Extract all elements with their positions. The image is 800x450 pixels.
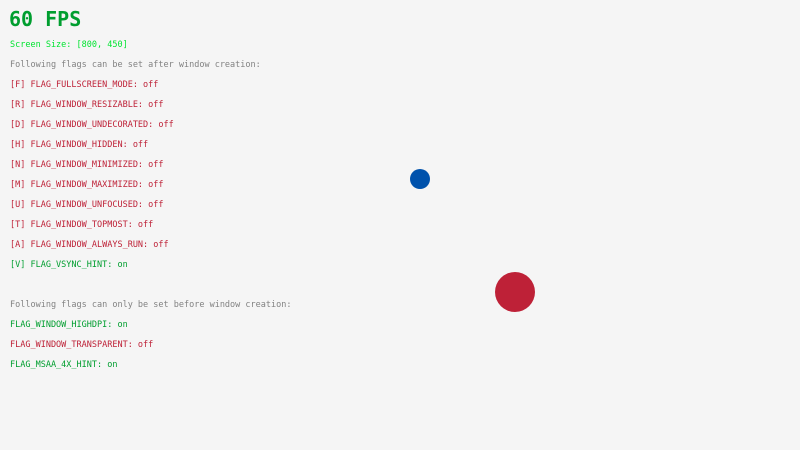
- flag-status-line: [R] FLAG_WINDOW_RESIZABLE: off: [10, 100, 164, 110]
- flag-status-line: [F] FLAG_FULLSCREEN_MODE: off: [10, 80, 159, 90]
- flag-status-line: [N] FLAG_WINDOW_MINIMIZED: off: [10, 160, 164, 170]
- flag-status-line: [D] FLAG_WINDOW_UNDECORATED: off: [10, 120, 174, 130]
- flag-status-line: FLAG_WINDOW_TRANSPARENT: off: [10, 340, 154, 350]
- flag-status-line: FLAG_MSAA_4X_HINT: on: [10, 360, 118, 370]
- flag-status-line: [H] FLAG_WINDOW_HIDDEN: off: [10, 140, 149, 150]
- flag-status-line: [T] FLAG_WINDOW_TOPMOST: off: [10, 220, 154, 230]
- bouncing-ball-small: [410, 169, 430, 189]
- bouncing-ball-large: [495, 272, 535, 312]
- flag-status-line: [V] FLAG_VSYNC_HINT: on: [10, 260, 128, 270]
- flag-status-line: [M] FLAG_WINDOW_MAXIMIZED: off: [10, 180, 164, 190]
- screen-size-text: Screen Size: [800, 450]: [10, 40, 128, 50]
- flag-status-line: FLAG_WINDOW_HIGHDPI: on: [10, 320, 128, 330]
- before-creation-heading: Following flags can only be set before w…: [10, 300, 292, 310]
- flag-status-line: [A] FLAG_WINDOW_ALWAYS_RUN: off: [10, 240, 169, 250]
- fps-counter: 60 FPS: [9, 7, 82, 31]
- flag-status-line: [U] FLAG_WINDOW_UNFOCUSED: off: [10, 200, 164, 210]
- after-creation-heading: Following flags can be set after window …: [10, 60, 261, 70]
